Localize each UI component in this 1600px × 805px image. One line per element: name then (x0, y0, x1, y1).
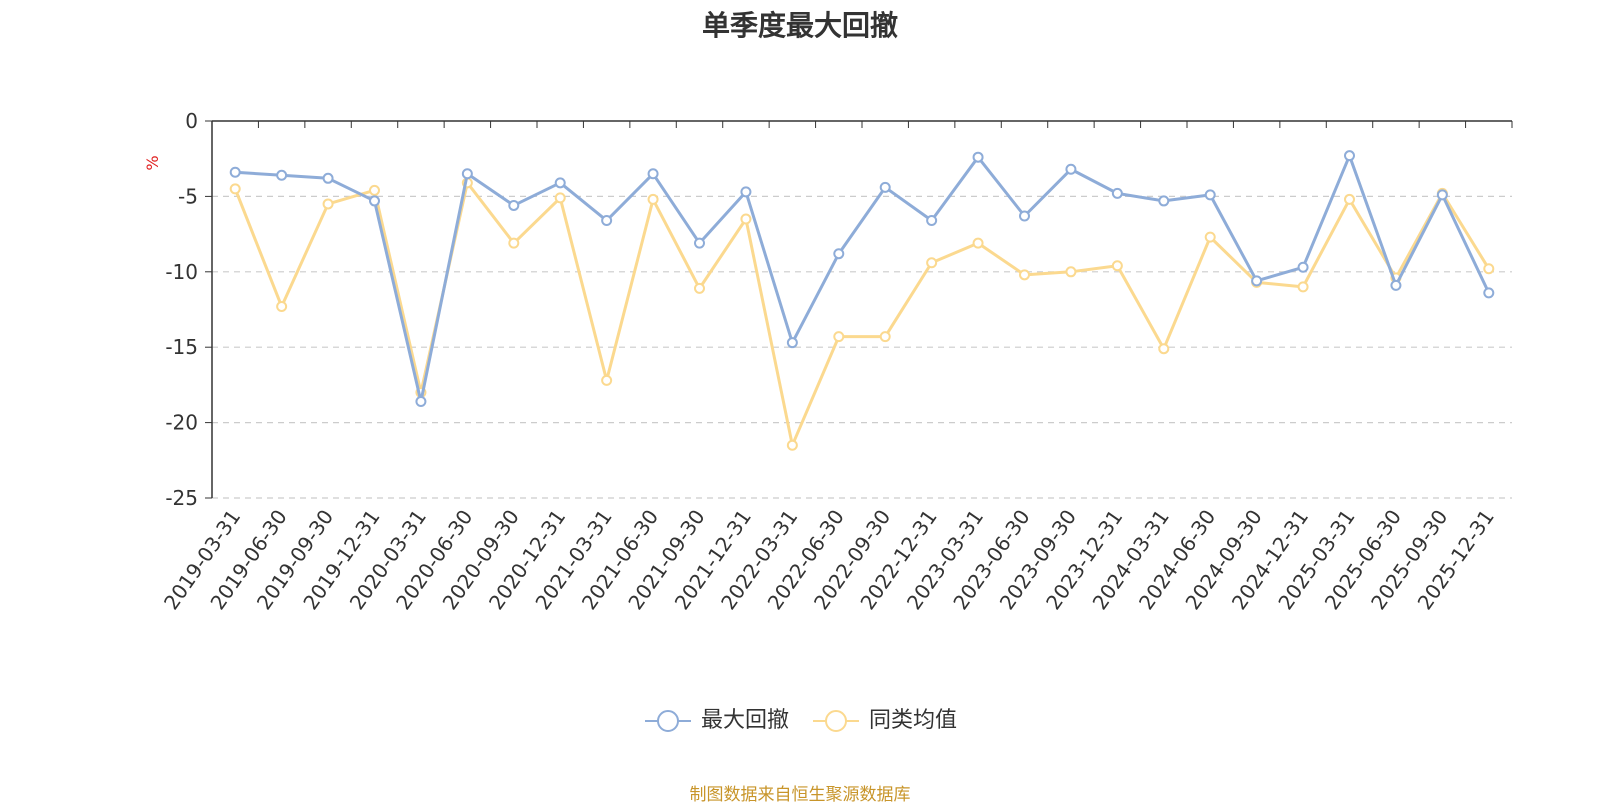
y-tick-label: -5 (178, 184, 198, 208)
series-0 (229, 150, 1495, 407)
legend-label-series-0: 最大回撤 (700, 708, 789, 733)
data-point-0 (647, 168, 659, 180)
data-point-1 (1297, 281, 1309, 293)
y-tick-label: -10 (165, 260, 198, 284)
data-point-0 (1204, 189, 1216, 201)
data-point-1 (322, 198, 334, 210)
series-line-0 (235, 154, 1491, 403)
grid-layer (212, 195, 1512, 499)
legend-marker-series-1 (813, 710, 859, 732)
data-point-0 (740, 186, 752, 198)
data-point-0 (1111, 187, 1123, 199)
legend-item-series-0[interactable]: 最大回撤 (643, 708, 789, 734)
data-point-1 (554, 192, 566, 204)
data-point-1 (694, 282, 705, 294)
data-point-0 (369, 195, 380, 207)
legend-label-series-1: 同类均值 (869, 708, 958, 733)
data-point-1 (879, 331, 891, 343)
data-point-0 (554, 177, 566, 189)
chart-title: 单季度最大回撤 (701, 9, 898, 42)
data-point-0 (833, 248, 845, 260)
data-point-0 (1344, 150, 1355, 162)
data-point-0 (1297, 261, 1309, 273)
data-point-0 (926, 215, 938, 227)
data-point-1 (833, 331, 845, 343)
y-tick-label: -15 (165, 335, 198, 359)
data-point-1 (1111, 260, 1123, 272)
data-point-0 (461, 168, 473, 180)
data-point-0 (601, 215, 613, 227)
data-point-0 (276, 169, 288, 181)
data-point-0 (972, 151, 984, 163)
data-point-0 (694, 237, 705, 249)
data-point-1 (1483, 263, 1495, 275)
data-point-0 (508, 199, 520, 211)
data-point-1 (508, 237, 520, 249)
data-point-0 (1019, 210, 1030, 222)
data-point-1 (647, 193, 659, 205)
data-point-0 (1483, 287, 1495, 299)
data-point-1 (1019, 269, 1030, 281)
data-point-0 (1390, 279, 1402, 291)
data-point-0 (415, 395, 427, 407)
data-point-1 (369, 184, 380, 196)
series-layer (229, 150, 1495, 451)
data-point-0 (1158, 195, 1170, 207)
data-point-0 (1065, 163, 1077, 175)
data-point-0 (1436, 189, 1448, 201)
data-point-0 (322, 172, 334, 184)
y-tick-label: -20 (165, 411, 198, 435)
data-point-0 (879, 181, 891, 193)
legend-item-series-1[interactable]: 同类均值 (811, 708, 957, 734)
data-point-1 (276, 300, 288, 312)
source-note: 制图数据来自恒生聚源数据库 (689, 785, 911, 805)
y-tick-label: -25 (165, 486, 198, 510)
legend-marker-series-0 (644, 710, 691, 732)
data-point-1 (1204, 231, 1216, 243)
data-point-0 (229, 166, 241, 178)
legend: 最大回撤 同类均值 (0, 708, 1600, 734)
data-point-1 (740, 213, 752, 225)
data-point-1 (601, 374, 613, 386)
data-point-1 (1344, 193, 1355, 205)
data-point-1 (972, 237, 984, 249)
data-point-1 (1065, 266, 1077, 278)
y-axis-unit-label: % (143, 155, 162, 170)
data-point-1 (1158, 343, 1170, 355)
data-point-1 (786, 439, 798, 451)
y-tick-label: 0 (185, 109, 198, 133)
data-point-1 (926, 257, 938, 269)
data-point-1 (229, 183, 241, 195)
data-point-0 (786, 337, 798, 349)
data-point-0 (1251, 275, 1263, 287)
